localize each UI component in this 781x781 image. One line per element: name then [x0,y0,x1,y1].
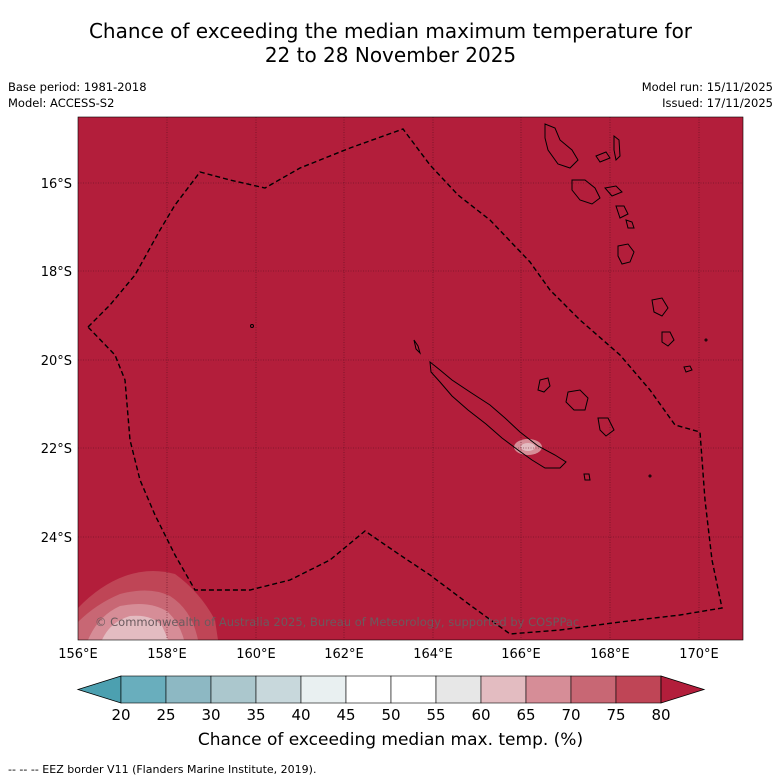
espiritu-santo [544,123,579,169]
lon-label-158e: 158°E [147,647,187,662]
map-background [78,117,743,640]
mare [597,417,615,437]
colorbar-tick-label: 55 [426,706,445,724]
maewo-pentecost [613,134,621,162]
base-period: Base period: 1981-2018 [8,80,147,94]
lon-label-162e: 162°E [324,647,364,662]
colorbar-tick-label: 35 [246,706,265,724]
ambae [595,151,611,163]
colorbar-segment [435,675,482,704]
isle-of-pines [583,473,591,481]
colorbar-tick-label: 60 [471,706,490,724]
info-left: Base period: 1981-2018 Model: ACCESS-S2 [8,79,147,111]
eez-border [87,128,723,635]
erromango [651,297,669,317]
tanna [661,331,675,347]
epi [615,205,629,219]
colorbar-segment [210,675,257,704]
lat-label-20s: 20°S [41,354,72,369]
shepherd-islands [625,219,635,229]
efate [617,243,635,265]
colorbar-segment [120,675,167,704]
lifou [565,389,589,411]
colorbar-extend-high [660,675,706,704]
colorbar-tick-label: 70 [561,706,580,724]
matthew-islet [648,474,652,478]
map-frame [77,116,744,641]
colorbar-tick-label: 40 [291,706,310,724]
lon-labels: 156°E 158°E 160°E 162°E 164°E 166°E 168°… [58,647,719,662]
lon-label-156e: 156°E [58,647,98,662]
lat-label-18s: 18°S [41,265,72,280]
copyright-text: © Commonwealth of Australia 2025, Bureau… [95,615,579,629]
lat-labels: 16°S 18°S 20°S 22°S 24°S [41,177,72,546]
new-caledonia [429,360,567,469]
walpole-islet [704,338,708,342]
colorbar-segment [525,675,572,704]
colorbar-segment [615,675,662,704]
aneityum [683,365,693,373]
colorbar-tick-label: 50 [381,706,400,724]
lat-label-22s: 22°S [41,442,72,457]
colorbar-segment [345,675,392,704]
colorbar [76,675,706,704]
lon-label-164e: 164°E [413,647,453,662]
graticule [78,117,743,640]
title-line-2: 22 to 28 November 2025 [264,43,517,67]
shading-60 [102,615,168,640]
footer-eez-note: -- -- -- EEZ border V11 (Flanders Marine… [8,763,317,776]
malekula [571,179,601,205]
model-run: Model run: 15/11/2025 [641,80,773,94]
lat-label-16s: 16°S [41,177,72,192]
belep-islands [413,339,422,355]
colorbar-tick-label: 80 [651,706,670,724]
colorbar-segment [300,675,347,704]
colorbar-segment [165,675,212,704]
chesterfield-islet [250,324,254,328]
colorbar-tick-label: 45 [336,706,355,724]
lon-label-170e: 170°E [679,647,719,662]
colorbar-segment [480,675,527,704]
colorbar-extend-low [76,675,122,704]
colorbar-segment [255,675,302,704]
info-right: Model run: 15/11/2025 Issued: 17/11/2025 [642,79,773,111]
ambrym [604,185,623,197]
colorbar-ticks: 20 25 30 35 40 45 50 55 60 65 70 75 80 [111,706,670,724]
colorbar-segment [570,675,617,704]
issued-date: Issued: 17/11/2025 [662,96,773,110]
chart-title: Chance of exceeding the median maximum t… [0,19,781,67]
title-line-1: Chance of exceeding the median maximum t… [88,19,693,43]
land-outlines [250,123,708,481]
colorbar-tick-label: 30 [201,706,220,724]
colorbar-tick-label: 75 [606,706,625,724]
model-name: Model: ACCESS-S2 [8,96,115,110]
colorbar-tick-label: 20 [111,706,130,724]
lon-label-166e: 166°E [501,647,541,662]
ouvea [537,377,551,393]
colorbar-segment [390,675,437,704]
lat-label-24s: 24°S [41,531,72,546]
colorbar-tick-label: 65 [516,706,535,724]
colorbar-tick-label: 25 [156,706,175,724]
colorbar-label: Chance of exceeding median max. temp. (%… [197,730,584,750]
lon-label-160e: 160°E [236,647,276,662]
lon-label-168e: 168°E [590,647,630,662]
